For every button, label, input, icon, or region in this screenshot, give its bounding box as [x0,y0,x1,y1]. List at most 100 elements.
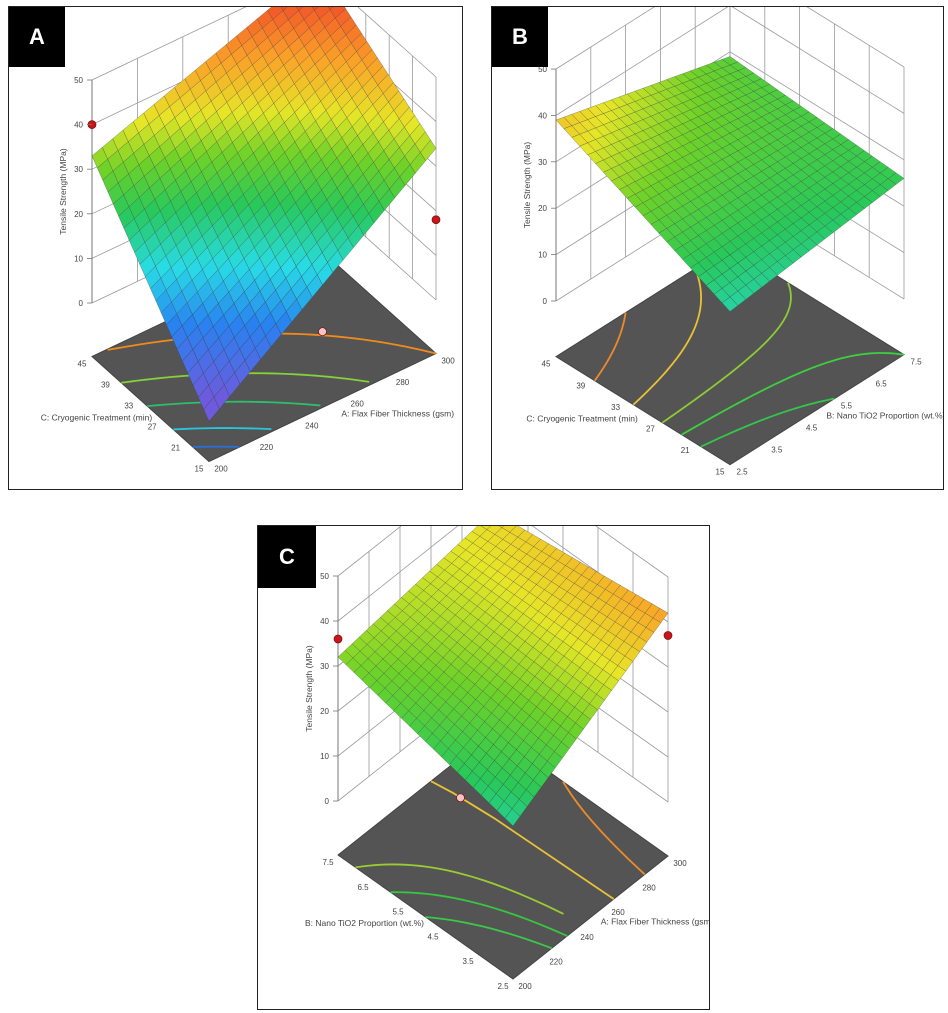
contour-line [425,916,553,950]
y-axis-label: B: Nano TiO2 Proportion (wt.%) [305,918,424,928]
wall-gridline [91,7,247,81]
x-tick-label: 280 [396,378,410,387]
y-tick-label: 39 [101,381,110,390]
z-tick-label: 20 [538,204,547,213]
y-tick-label: 3.5 [462,957,474,966]
surface-patch [504,808,521,827]
surface-patch [203,396,220,422]
panel-label-badge: A [9,7,65,67]
wall-gridline [555,7,729,116]
x-tick-label: 240 [305,421,319,430]
contour-line [632,268,702,406]
design-point [333,634,343,644]
x-tick-label: 260 [351,400,365,409]
wall-gridline [729,51,905,161]
x-tick-label: 4.5 [806,424,818,433]
contour-line [593,312,627,382]
design-point [663,631,673,640]
y-tick-label: 45 [78,360,87,369]
contour-line [173,427,272,431]
x-tick-label: 260 [611,908,625,917]
contour-line [355,863,564,915]
z-tick-label: 50 [538,65,547,74]
x-tick-label: 300 [673,859,687,868]
design-point [456,793,465,803]
surface-plot-b: 0 10 20 30 40 50 Tensile Strength (MPa) 2.5 3.5 4… [522,7,943,477]
y-tick-label: 6.5 [357,883,369,892]
x-axis-label: A: Flax Fiber Thickness (gsm) [341,409,454,419]
contour-line [430,780,615,900]
y-tick-label: 39 [576,381,585,390]
z-axis-label: Tensile Strength (MPa) [58,148,68,235]
z-tick-label: 10 [74,254,83,263]
wall-gridline [337,526,402,577]
panel-label-badge: B [492,7,548,67]
surface-patch [296,7,304,12]
x-tick-label: 6.5 [876,380,888,389]
y-tick-label: 2.5 [497,982,509,991]
z-tick-label: 10 [320,752,329,761]
contour-line [661,282,792,424]
x-tick-label: 280 [642,884,656,893]
z-axis-label: Tensile Strength (MPa) [304,645,314,732]
wall-gridline [555,7,655,70]
x-tick-label: 7.5 [910,358,922,367]
surface-patch [327,7,334,11]
y-tick-label: 45 [542,360,551,369]
surface-plot-a: 0 10 20 30 40 50 Tensile Strength (MPa) 200 220 2… [41,7,455,474]
z-tick-label: 0 [543,297,548,306]
y-tick-label: 33 [124,402,133,411]
x-tick-label: 2.5 [736,468,748,477]
z-tick-label: 30 [320,662,329,671]
contour-line [681,352,905,436]
y-tick-label: 15 [716,468,725,477]
x-tick-label: 300 [441,357,455,366]
y-tick-label: 4.5 [427,932,439,941]
z-tick-label: 40 [538,111,547,120]
wall-gridline [731,7,905,114]
z-tick-label: 40 [320,617,329,626]
z-tick-label: 40 [74,121,83,130]
y-tick-label: 15 [195,465,204,474]
z-tick-label: 10 [538,251,547,260]
wall-gridline [806,7,905,68]
surface-patch [280,7,288,12]
z-tick-label: 50 [320,572,329,581]
surface-patch [721,296,739,312]
contour-line [700,397,835,448]
y-tick-label: 7.5 [322,858,334,867]
design-point [431,215,441,225]
z-tick-label: 0 [79,299,84,308]
surface-plot-c: 0 10 20 30 40 50 Tensile Strength (MPa) 200 220 2… [304,526,709,991]
z-tick-label: 20 [74,210,83,219]
chart-panel-a: A 0 10 20 30 40 50 Tensile Strength (MPa) 200 22… [8,6,463,490]
y-tick-label: 33 [611,403,620,412]
wall-gridline [357,7,437,78]
z-tick-label: 30 [74,165,83,174]
contour-line [147,400,321,407]
y-axis-label: C: Cryogenic Treatment (min) [526,414,638,424]
x-tick-label: 240 [580,933,594,942]
x-axis-label: B: Nano TiO2 Proportion (wt.%) [826,410,943,420]
surface-patch [311,7,319,11]
x-tick-label: 220 [260,443,274,452]
x-tick-label: 5.5 [841,402,853,411]
y-tick-label: 21 [681,446,690,455]
contour-line [390,891,568,937]
wall-gridline [337,526,459,622]
design-point [318,327,327,337]
z-tick-label: 0 [325,797,330,806]
x-tick-label: 3.5 [771,446,783,455]
y-tick-label: 27 [148,423,157,432]
x-tick-label: 220 [549,957,563,966]
z-tick-label: 30 [538,158,547,167]
chart-panel-c: C 0 10 20 30 40 50 Tensile Strength (MPa) 200 22… [257,525,710,1010]
y-tick-label: 27 [646,424,655,433]
z-axis-label: Tensile Strength (MPa) [522,142,532,229]
y-tick-label: 5.5 [392,908,404,917]
y-tick-label: 21 [171,444,180,453]
x-tick-label: 200 [214,465,228,474]
z-tick-label: 50 [74,76,83,85]
x-tick-label: 200 [518,982,532,991]
chart-panel-b: B 0 10 20 30 40 50 Tensile Strength (MPa) 2.5 3.… [491,6,944,490]
